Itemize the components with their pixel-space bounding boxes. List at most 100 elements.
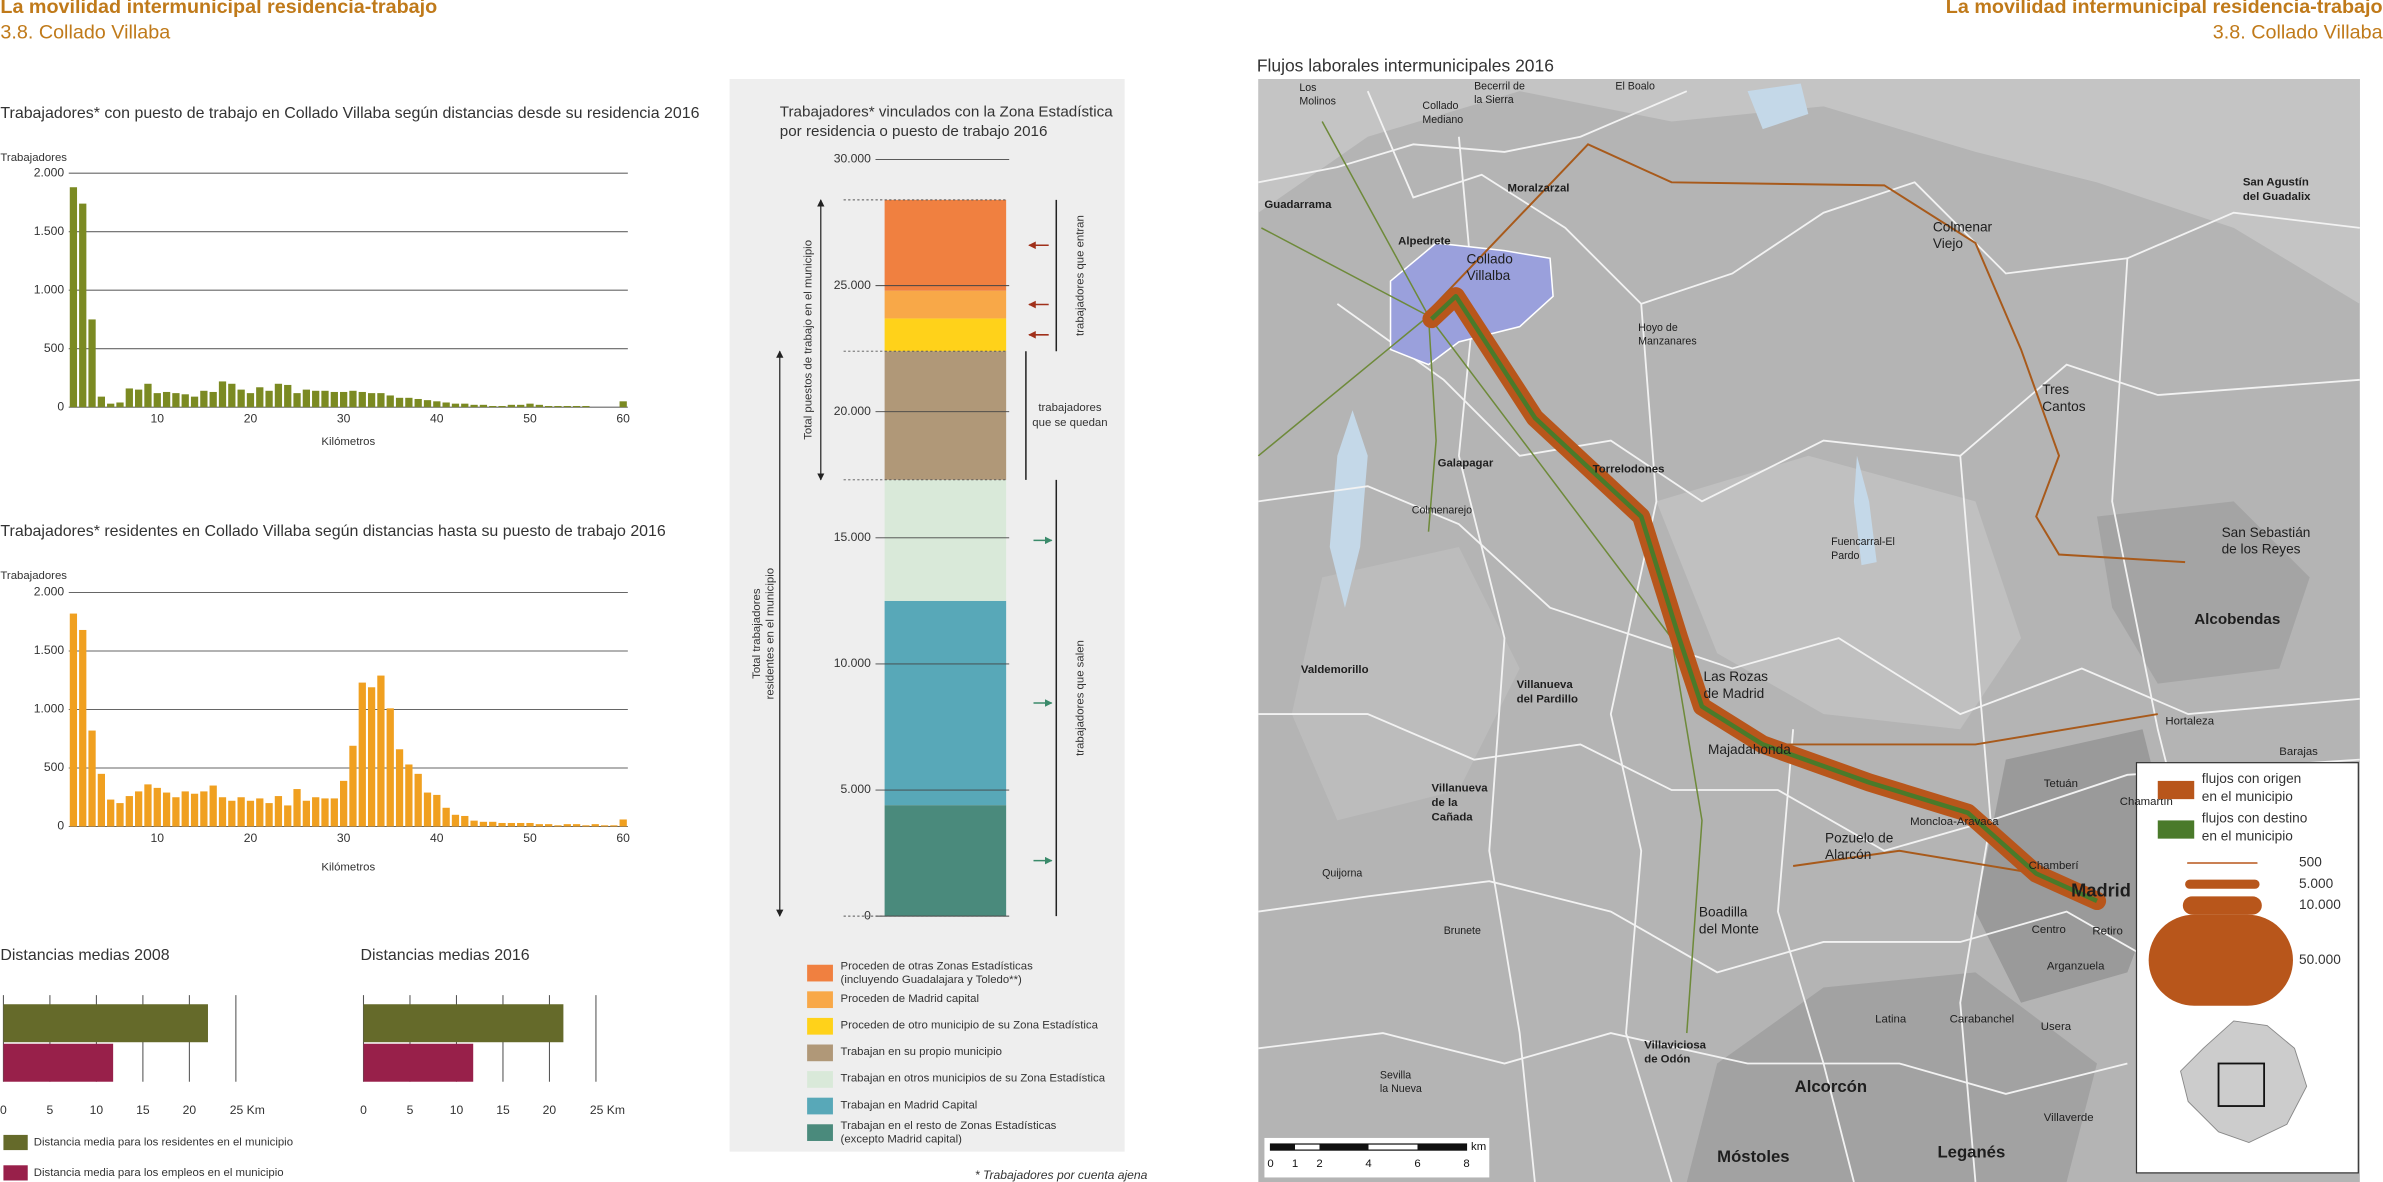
- legend-label: en el municipio: [2202, 829, 2293, 844]
- bar: [293, 393, 301, 408]
- bar: [107, 799, 115, 827]
- legend-label: Trabajan en Madrid Capital: [841, 1099, 978, 1111]
- bar: [69, 613, 78, 827]
- annotation: que se quedan: [1032, 417, 1107, 429]
- bar: [405, 764, 413, 827]
- bar: [209, 785, 217, 827]
- y-tick-label: 1.000: [34, 282, 65, 296]
- map-label: Latina: [1875, 1013, 1907, 1025]
- map-label: Majadahonda: [1708, 742, 1791, 757]
- bar: [265, 803, 273, 827]
- bar: [545, 824, 553, 827]
- x-tick-label: 20: [244, 412, 258, 426]
- bar: [572, 405, 581, 408]
- bar: [200, 390, 208, 408]
- annotation: Total puestos de trabajo en el municipio: [803, 240, 815, 440]
- legend-label: Distancia media para los residentes en e…: [34, 1137, 293, 1149]
- scale-bar-label: 8: [1463, 1158, 1469, 1170]
- header-subtitle: 3.8. Collado Villaba: [2213, 22, 2383, 44]
- bar: [517, 822, 525, 827]
- map-label: Tres: [2042, 382, 2069, 397]
- map-label: Villanueva: [1517, 679, 1574, 691]
- bar: [414, 773, 422, 827]
- municipality-highlight: [1389, 242, 1554, 366]
- legend-label: flujos con origen: [2202, 771, 2301, 786]
- bar: [265, 390, 273, 408]
- bar: [363, 1043, 474, 1082]
- bar: [330, 391, 338, 408]
- legend-swatch: [807, 1124, 833, 1141]
- urban-area: [1975, 729, 2173, 1003]
- map-label: Alarcón: [1825, 847, 1871, 862]
- bar: [423, 400, 432, 408]
- legend-swatch: [807, 964, 833, 982]
- bar: [218, 797, 227, 827]
- bar: [461, 403, 469, 408]
- bar: [395, 397, 404, 408]
- bar: [470, 404, 478, 408]
- legend-label: flujos con destino: [2202, 811, 2308, 826]
- x-tick-label: 10: [90, 1103, 104, 1117]
- legend-label: Trabajan en otros municipios de su Zona …: [841, 1073, 1106, 1085]
- y-tick-label: 500: [44, 341, 65, 355]
- map-label: Hortaleza: [2165, 716, 2214, 728]
- bar: [302, 800, 311, 827]
- bar: [349, 390, 357, 408]
- map-label: de los Reyes: [2222, 542, 2301, 557]
- stack-segment: [884, 199, 1007, 291]
- x-axis-label: Kilómetros: [321, 436, 375, 448]
- bar: [591, 824, 599, 827]
- bar: [489, 405, 497, 408]
- bar: [600, 825, 609, 827]
- bar: [423, 792, 432, 827]
- annotation: Total trabajadores: [751, 588, 763, 679]
- bar: [200, 791, 208, 827]
- bar: [619, 401, 627, 408]
- map-label: del Pardillo: [1517, 694, 1578, 706]
- map-title: Flujos laborales intermunicipales 2016: [1257, 55, 1554, 75]
- main-destination-flow: [1429, 293, 2098, 904]
- map-label: Centro: [2032, 924, 2066, 936]
- y-tick-label: 500: [44, 760, 65, 774]
- map-label: Arganzuela: [2047, 960, 2105, 972]
- map-label: Collado: [1422, 100, 1458, 112]
- legend-label: Trabajan en su propio municipio: [841, 1046, 1002, 1058]
- y-tick-label: 0: [864, 908, 871, 922]
- bar: [237, 797, 245, 827]
- bar: [135, 389, 143, 408]
- map-label: El Boalo: [1615, 80, 1655, 92]
- bar: [572, 824, 581, 827]
- map-label: Carabanchel: [1950, 1013, 2015, 1025]
- y-tick-label: 10.000: [834, 656, 871, 670]
- legend-size-label: 10.000: [2299, 897, 2341, 912]
- legend-swatch: [807, 1097, 833, 1115]
- chart-title: Trabajadores* residentes en Collado Vill…: [0, 523, 666, 540]
- x-tick-label: 0: [0, 1103, 7, 1117]
- bar: [107, 403, 115, 408]
- x-tick-label: 10: [450, 1103, 464, 1117]
- terrain: [1258, 79, 2360, 304]
- map-label: Torrelodones: [1593, 463, 1665, 475]
- bar: [554, 405, 562, 408]
- scale-bar-segment: [1319, 1144, 1369, 1151]
- locator-frame: [2217, 1062, 2266, 1107]
- map-label: San Agustín: [2243, 176, 2309, 188]
- map-label: Sevilla: [1380, 1069, 1411, 1081]
- map-label: Colmenarejo: [1412, 504, 1472, 516]
- map-label: Las Rozas: [1703, 669, 1768, 684]
- bar: [246, 393, 255, 408]
- bar: [116, 402, 124, 408]
- bar: [442, 807, 450, 827]
- bar: [470, 820, 478, 827]
- stack-segment: [884, 805, 1007, 917]
- bar: [321, 798, 329, 827]
- bar: [162, 391, 171, 408]
- bar: [79, 629, 87, 827]
- bar: [125, 796, 133, 827]
- bar: [442, 402, 450, 408]
- legend-size-label: 5.000: [2299, 876, 2334, 891]
- footnote: * Trabajadores por cuenta ajena: [975, 1168, 1148, 1182]
- map-label: Móstoles: [1717, 1147, 1789, 1166]
- map-label: Boadilla: [1699, 905, 1748, 920]
